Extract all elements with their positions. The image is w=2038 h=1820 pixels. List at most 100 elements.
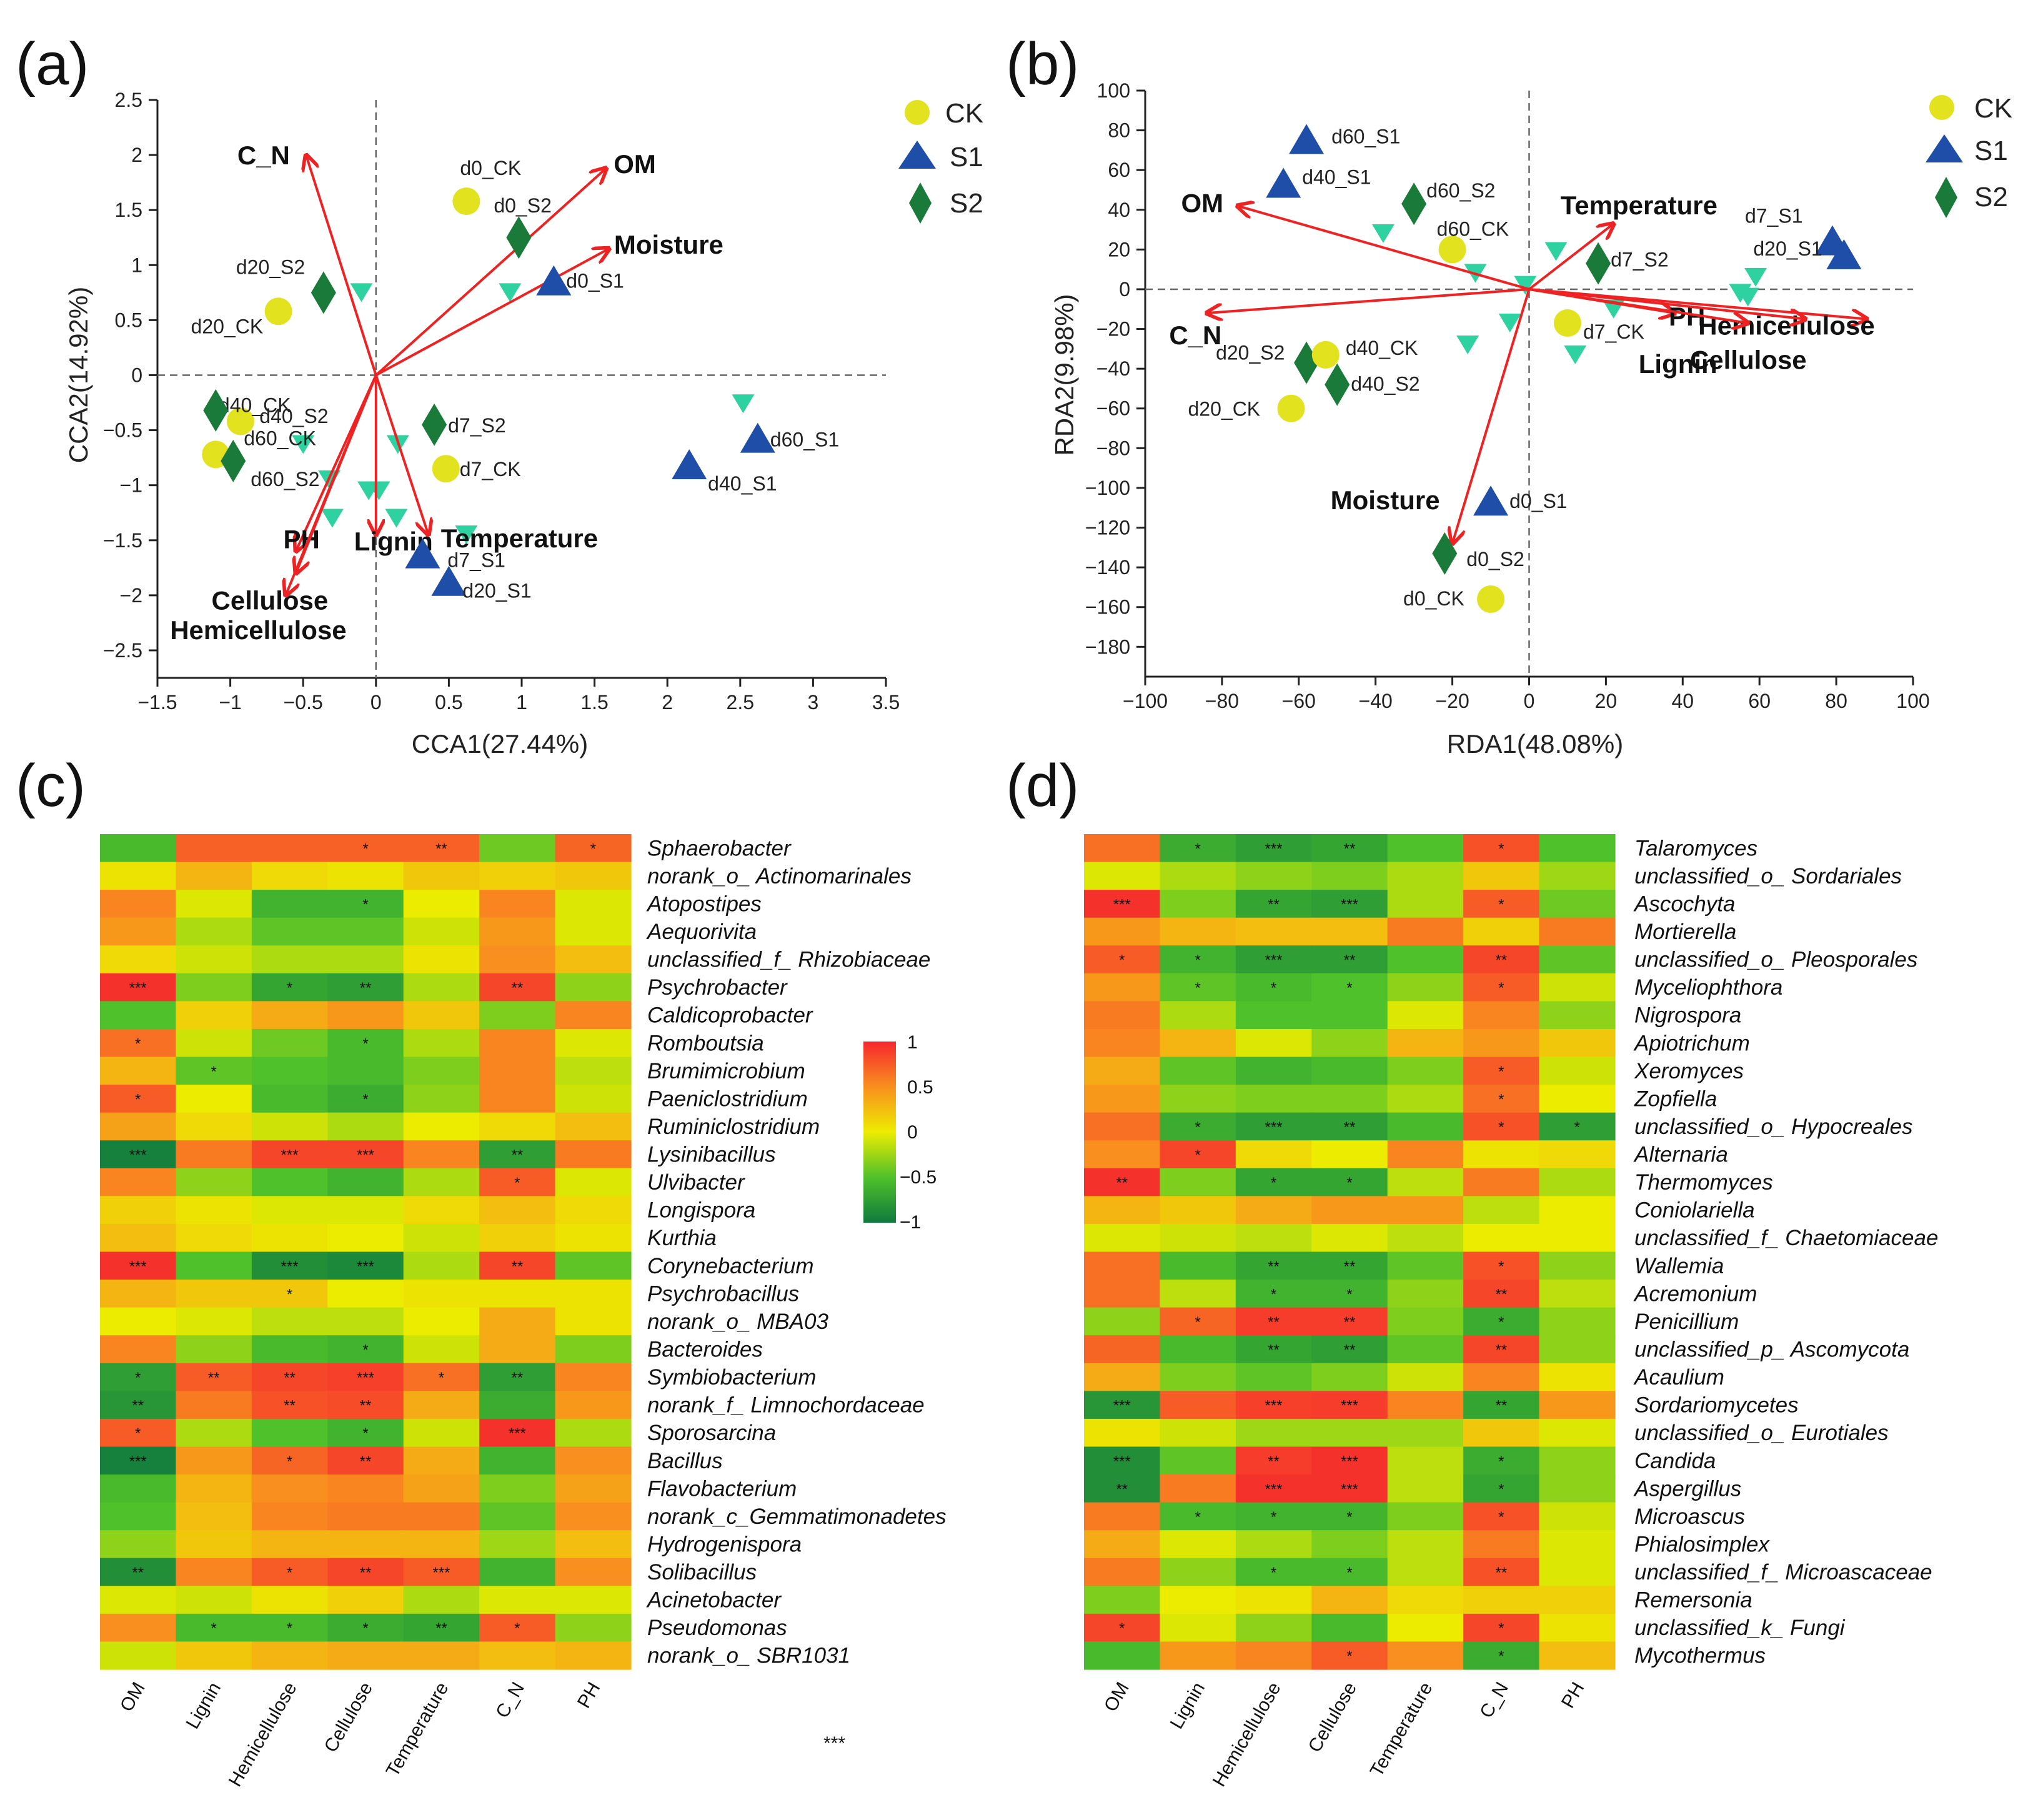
significance-marker: * xyxy=(1346,1509,1352,1526)
heatmap-cell xyxy=(1539,1335,1616,1364)
significance-marker: * xyxy=(362,1091,368,1108)
heatmap-cell xyxy=(403,1001,480,1030)
heatmap-cell xyxy=(403,917,480,946)
heatmap-cell xyxy=(1235,1530,1312,1559)
heatmap-cell xyxy=(327,1363,404,1391)
significance-marker: * xyxy=(1346,1648,1352,1665)
significance-marker: * xyxy=(1195,980,1200,997)
heatmap-cell xyxy=(1084,1251,1161,1280)
heatmap-cell xyxy=(555,834,632,863)
heatmap-cell xyxy=(1387,1001,1464,1030)
heatmap-row-label: Sporosarcina xyxy=(647,1421,776,1445)
significance-marker: *** xyxy=(1341,1398,1358,1415)
x-tick-label: 20 xyxy=(1595,690,1618,712)
heatmap-cell xyxy=(1539,1280,1616,1308)
heatmap-cell xyxy=(403,1558,480,1586)
species-marker xyxy=(732,394,755,414)
heatmap-cell xyxy=(555,1085,632,1113)
heatmap-cell xyxy=(403,1391,480,1420)
heatmap-column-label: OM xyxy=(116,1679,149,1715)
legend-symbol-ck xyxy=(905,100,930,125)
heatmap-cell xyxy=(1463,1418,1540,1448)
sample-point-ck xyxy=(1311,341,1340,369)
x-tick-label: 0 xyxy=(1524,690,1535,712)
heatmap-cell xyxy=(1084,917,1161,946)
heatmap-cell xyxy=(251,1363,328,1391)
heatmap-cell xyxy=(555,890,632,918)
heatmap-cell xyxy=(555,1057,632,1085)
heatmap-cell xyxy=(327,1474,404,1503)
color-scale-tick: 0 xyxy=(907,1122,918,1143)
heatmap-row-label: norank_c_Gemmatimonadetes xyxy=(647,1504,947,1529)
heatmap-cell xyxy=(403,1280,480,1308)
heatmap-cell xyxy=(100,1641,177,1670)
heatmap-cell xyxy=(403,1168,480,1196)
heatmap-cell xyxy=(251,862,328,890)
heatmap-cell xyxy=(1387,1140,1464,1169)
heatmap-cell xyxy=(1160,834,1236,863)
x-tick-label: −1.5 xyxy=(137,691,177,714)
heatmap-cell xyxy=(1311,1418,1388,1448)
heatmap-cell xyxy=(1160,1168,1236,1196)
significance-marker: * xyxy=(1498,1119,1504,1136)
heatmap-cell xyxy=(1387,1391,1464,1420)
vector-c-n xyxy=(306,155,377,376)
significance-marker: * xyxy=(1271,1509,1276,1526)
heatmap-cell xyxy=(1463,1085,1540,1113)
significance-marker: * xyxy=(287,1286,292,1303)
species-marker xyxy=(350,283,373,302)
heatmap-cell xyxy=(479,1363,556,1391)
heatmap-row-label: Coniolariella xyxy=(1634,1198,1755,1223)
heatmap-cell xyxy=(1235,1280,1312,1308)
heatmap-cell xyxy=(1084,1168,1161,1196)
heatmap-cell xyxy=(1539,1057,1616,1085)
y-tick-label: −180 xyxy=(1085,635,1130,658)
heatmap-cell xyxy=(1235,1001,1312,1030)
heatmap-cell xyxy=(251,834,328,863)
significance-marker: * xyxy=(1195,840,1200,857)
heatmap-cell xyxy=(176,1085,252,1113)
heatmap-cell xyxy=(1311,1196,1388,1225)
heatmap-cell xyxy=(1539,1558,1616,1586)
significance-marker: ** xyxy=(284,1398,296,1415)
heatmap-row-label: Brumimicrobium xyxy=(647,1059,805,1083)
heatmap-cell xyxy=(403,1363,480,1391)
heatmap-cell xyxy=(1539,1196,1616,1225)
heatmap-cell xyxy=(1311,1502,1388,1531)
heatmap-cell xyxy=(1160,1641,1236,1670)
heatmap-cell xyxy=(1084,1280,1161,1308)
heatmap-cell xyxy=(403,945,480,974)
heatmap-cell xyxy=(327,1251,404,1280)
heatmap-cell xyxy=(1084,1613,1161,1643)
significance-marker: ** xyxy=(1496,1286,1508,1303)
heatmap-cell xyxy=(327,862,404,890)
heatmap-cell xyxy=(1311,1530,1388,1559)
significance-marker: * xyxy=(135,1370,141,1386)
vector-lignin xyxy=(1529,287,1748,323)
heatmap-column-label: OM xyxy=(1100,1679,1133,1715)
heatmap-row-label: Xeromyces xyxy=(1634,1059,1744,1083)
species-marker xyxy=(1371,224,1394,243)
significance-marker: * xyxy=(211,1063,216,1080)
significance-marker: * xyxy=(1346,1175,1352,1191)
significance-marker: *** xyxy=(1113,896,1131,913)
heatmap-cell xyxy=(327,1641,404,1670)
heatmap-column-label: PH xyxy=(1558,1679,1588,1712)
sample-point-s1 xyxy=(740,422,775,453)
heatmap-row-label: Solibacillus xyxy=(647,1560,757,1584)
significance-marker: ** xyxy=(1268,1314,1280,1331)
significance-marker: *** xyxy=(1265,1481,1283,1498)
heatmap-cell xyxy=(100,917,177,946)
species-marker xyxy=(1544,242,1568,261)
significance-marker: *** xyxy=(357,1258,374,1275)
heatmap-cell xyxy=(327,1196,404,1225)
y-tick-label: −80 xyxy=(1096,437,1130,459)
heatmap-cell xyxy=(1235,1140,1312,1169)
vector-label: Hemicellulose xyxy=(1698,311,1874,341)
significance-marker: * xyxy=(1498,1314,1504,1331)
vector-moisture xyxy=(1453,289,1531,544)
heatmap-cell xyxy=(176,917,252,946)
significance-marker: ** xyxy=(360,1564,372,1581)
heatmap-cell xyxy=(100,1502,177,1531)
heatmap-cell xyxy=(1539,1140,1616,1169)
